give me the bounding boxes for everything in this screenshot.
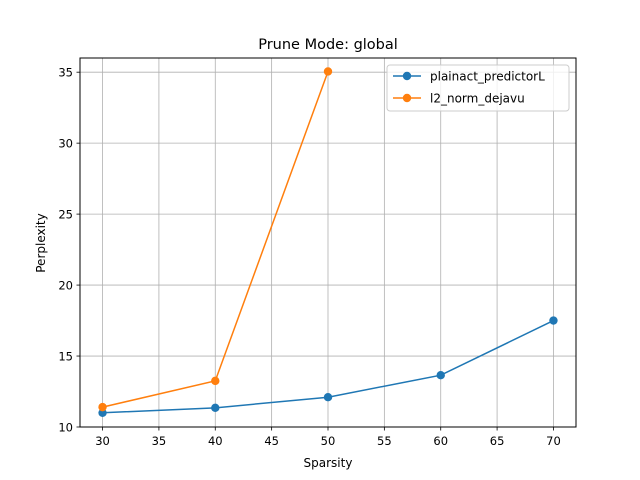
x-tick-label: 55 (377, 434, 392, 448)
x-axis-ticks: 30 35 40 45 50 55 60 65 70 (95, 427, 561, 448)
y-tick-label: 30 (58, 137, 73, 151)
x-axis-label: Sparsity (304, 456, 353, 470)
data-point-l2_norm_dejavu (211, 376, 220, 386)
y-axis-label: Perplexity (34, 213, 48, 273)
x-tick-label: 50 (321, 434, 336, 448)
x-tick-label: 35 (152, 434, 167, 448)
chart-title: Prune Mode: global (258, 37, 398, 53)
y-tick-label: 15 (58, 350, 73, 364)
y-axis-ticks: 10 15 20 25 30 35 (58, 66, 80, 435)
data-point-l2_norm_dejavu (323, 67, 333, 76)
legend-label: l2_norm_dejavu (430, 92, 525, 106)
x-tick-label: 70 (546, 434, 561, 448)
data-point-plainact_predictorL (549, 316, 558, 325)
y-tick-label: 10 (58, 421, 73, 435)
legend-box (386, 64, 570, 112)
data-point-l2_norm_dejavu (98, 402, 107, 412)
x-tick-label: 65 (490, 434, 505, 448)
y-tick-label: 35 (58, 66, 73, 80)
legend-label: plainact_predictorL (430, 70, 545, 84)
x-tick-label: 40 (208, 434, 223, 448)
x-tick-label: 30 (95, 434, 110, 448)
x-tick-label: 45 (264, 434, 279, 448)
legend: plainact_predictorL l2_norm_dejavu (386, 64, 570, 112)
legend-swatch-marker (402, 93, 412, 103)
legend-swatch-marker (402, 71, 412, 81)
data-point-plainact_predictorL (211, 403, 220, 413)
data-point-plainact_predictorL (323, 392, 333, 402)
y-tick-label: 25 (58, 208, 73, 222)
x-tick-label: 60 (433, 434, 448, 448)
y-tick-label: 20 (58, 279, 73, 293)
series-layer (98, 67, 558, 418)
data-point-plainact_predictorL (436, 370, 445, 380)
